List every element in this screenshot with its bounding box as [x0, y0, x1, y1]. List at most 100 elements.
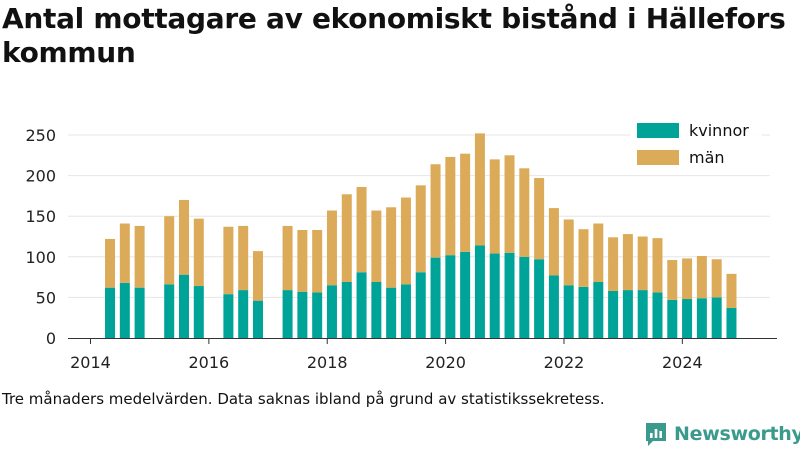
bar-man: [326, 210, 337, 286]
brand-logo: Newsworthy: [644, 420, 800, 448]
bar-kvinnor: [696, 298, 707, 338]
bar-man: [134, 225, 145, 288]
bar-kvinnor: [445, 255, 456, 338]
bar-kvinnor: [504, 252, 515, 338]
bar-man: [460, 153, 471, 252]
legend-swatch-kvinnor: [637, 123, 679, 138]
bar-man: [341, 194, 352, 282]
x-tick-label: 2016: [189, 353, 230, 372]
brand-name: Newsworthy: [674, 423, 800, 445]
x-tick-label: 2018: [307, 353, 348, 372]
x-tick-label: 2014: [70, 353, 111, 372]
y-tick-label: 200: [25, 167, 56, 186]
legend[interactable]: kvinnor män: [630, 115, 762, 175]
bar-man: [371, 210, 382, 282]
y-tick-label: 50: [36, 288, 56, 307]
bar-man: [519, 168, 530, 257]
newsworthy-logo-icon: [646, 423, 666, 446]
bar-kvinnor: [105, 287, 116, 338]
bar-man: [119, 223, 130, 283]
bar-kvinnor: [134, 287, 145, 338]
bar-kvinnor: [608, 290, 619, 338]
bar-kvinnor: [548, 275, 559, 338]
bar-man: [622, 234, 633, 291]
bar-man: [252, 251, 263, 301]
bar-kvinnor: [519, 256, 530, 338]
y-tick-label: 150: [25, 207, 56, 226]
bar-kvinnor: [193, 286, 204, 338]
bar-man: [445, 156, 456, 256]
bar-man: [682, 258, 693, 300]
bar-man: [164, 216, 175, 285]
bar-man: [312, 230, 323, 293]
bar-man: [652, 238, 663, 293]
y-tick-label: 0: [46, 329, 56, 348]
bar-man: [400, 197, 411, 285]
bar-kvinnor: [711, 297, 722, 338]
bar-kvinnor: [326, 285, 337, 338]
bar-kvinnor: [652, 292, 663, 338]
bar-man: [711, 259, 722, 298]
legend-label-man: män: [689, 148, 725, 167]
bars: [105, 133, 737, 338]
bar-man: [193, 218, 204, 287]
y-tick-label: 100: [25, 248, 56, 267]
bar-kvinnor: [460, 251, 471, 338]
bar-man: [297, 230, 308, 292]
bar-man: [578, 229, 589, 287]
bar-man: [504, 155, 515, 253]
bar-kvinnor: [578, 286, 589, 338]
x-tick-label: 2024: [662, 353, 703, 372]
bar-kvinnor: [356, 272, 367, 338]
bar-kvinnor: [312, 292, 323, 338]
bar-man: [430, 164, 441, 258]
bar-kvinnor: [179, 274, 190, 338]
legend-label-kvinnor: kvinnor: [689, 121, 749, 140]
bar-man: [415, 185, 426, 273]
bar-man: [474, 133, 485, 246]
bar-kvinnor: [238, 290, 249, 338]
bar-man: [282, 225, 293, 291]
bar-kvinnor: [297, 291, 308, 338]
bar-kvinnor: [415, 272, 426, 338]
y-axis-ticks: 0 50 100 150 200 250: [25, 126, 56, 348]
bar-kvinnor: [593, 281, 604, 338]
bar-man: [593, 223, 604, 282]
bar-man: [563, 219, 574, 286]
footnote: Tre månaders medelvärden. Data saknas ib…: [2, 390, 605, 408]
bar-kvinnor: [252, 300, 263, 338]
bar-man: [179, 199, 190, 275]
bar-kvinnor: [430, 257, 441, 338]
bar-kvinnor: [726, 307, 737, 338]
bar-kvinnor: [667, 299, 678, 338]
bar-kvinnor: [474, 245, 485, 338]
bar-man: [386, 207, 397, 288]
bar-kvinnor: [371, 281, 382, 338]
bar-kvinnor: [489, 253, 500, 338]
bar-kvinnor: [223, 294, 234, 338]
bar-kvinnor: [622, 290, 633, 338]
chart-title: Antal mottagare av ekonomiskt bistånd i …: [2, 2, 786, 69]
bar-man: [637, 236, 648, 291]
bar-man: [238, 225, 249, 291]
x-tick-label: 2020: [425, 353, 466, 372]
bar-man: [608, 237, 619, 291]
bar-kvinnor: [386, 287, 397, 338]
bar-kvinnor: [282, 290, 293, 338]
bar-man: [356, 186, 367, 273]
bar-man: [548, 208, 559, 276]
bar-kvinnor: [164, 284, 175, 338]
x-tick-label: 2022: [544, 353, 585, 372]
bar-man: [105, 238, 116, 288]
bar-man: [534, 178, 545, 260]
legend-swatch-man: [637, 150, 679, 165]
bar-man: [667, 260, 678, 300]
y-tick-label: 250: [25, 126, 56, 145]
x-axis-ticks: 2014 2016 2018 2020 2022 2024: [70, 338, 703, 372]
bar-man: [726, 273, 737, 308]
bar-kvinnor: [400, 284, 411, 338]
bar-kvinnor: [341, 281, 352, 338]
bar-kvinnor: [563, 285, 574, 338]
bar-kvinnor: [637, 290, 648, 338]
bar-man: [489, 159, 500, 254]
